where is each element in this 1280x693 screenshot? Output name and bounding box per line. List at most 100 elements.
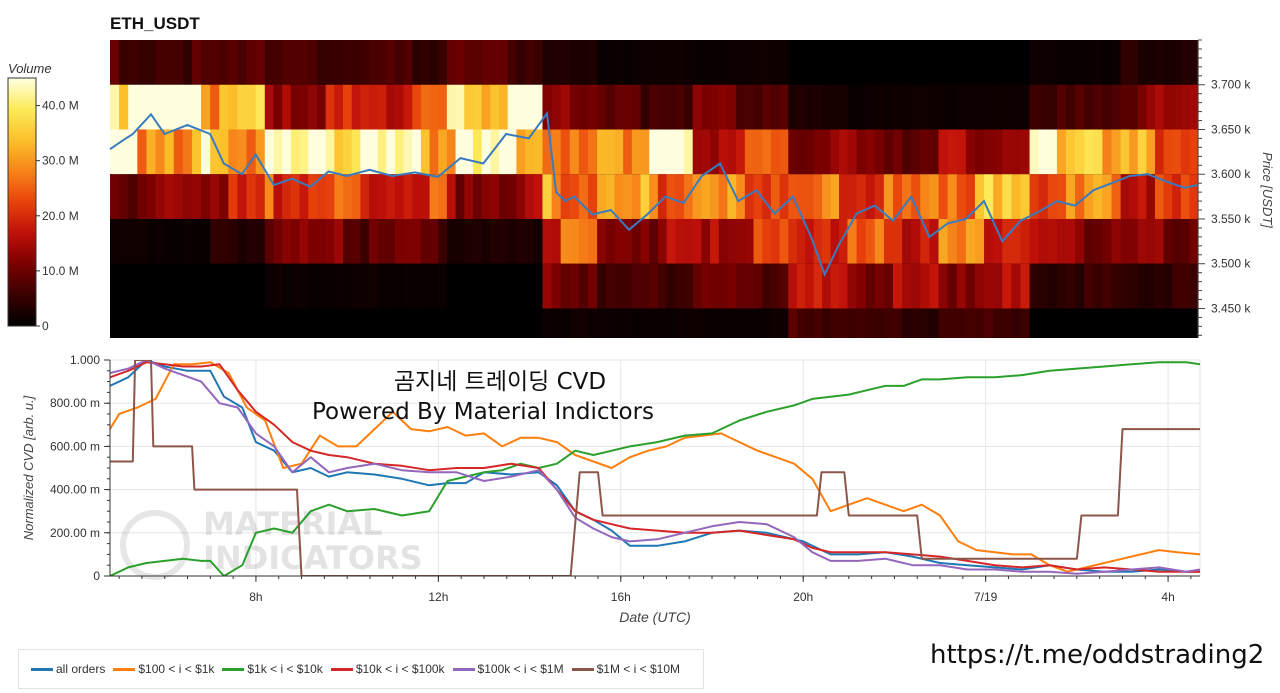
heatmap-cell (947, 218, 958, 264)
heatmap-cell (956, 263, 967, 309)
heatmap-cell (369, 84, 379, 130)
heatmap-cell (155, 84, 166, 130)
heatmap-cell (137, 40, 148, 85)
heatmap-cell (360, 218, 370, 264)
heatmap-cell (219, 40, 229, 85)
heatmap-cell (210, 218, 220, 264)
heatmap-cell (1002, 174, 1012, 219)
heatmap-cell (1189, 218, 1199, 264)
heatmap-cell (507, 218, 517, 264)
legend-item[interactable]: $10k < i < $100k (330, 662, 445, 676)
footer-url[interactable]: https://t.me/oddstrading2 (930, 640, 1265, 670)
legend-swatch (571, 667, 594, 671)
heatmap-cell (623, 129, 633, 175)
heatmap-cell (1180, 174, 1191, 219)
heatmap-cell (472, 218, 483, 264)
heatmap-cell (316, 40, 327, 85)
heatmap-cell (753, 308, 763, 338)
heatmap-cell (1180, 84, 1191, 130)
heatmap-cell (560, 174, 571, 219)
heatmap-cell (1172, 308, 1182, 338)
heatmap-cell (1180, 40, 1191, 85)
heatmap-cell (420, 308, 431, 338)
heatmap-cell (1093, 263, 1104, 309)
heatmap-cell (403, 84, 413, 130)
heatmap-cell (892, 308, 903, 338)
heatmap-cell (516, 40, 526, 85)
heatmap-cell (429, 84, 439, 130)
heatmap-cell (856, 129, 867, 175)
heatmap-cell (605, 308, 616, 338)
heatmap-cell (282, 308, 292, 338)
heatmap-cell (464, 263, 474, 309)
heatmap-cell (394, 263, 405, 309)
legend-item[interactable]: $100 < i < $1k (113, 662, 214, 676)
heatmap-cell (219, 84, 229, 130)
heatmap-cell (587, 174, 598, 219)
heatmap-cell (560, 129, 571, 175)
heatmap-cell (605, 263, 616, 309)
heatmap-cell (1065, 84, 1076, 130)
heatmap-cell (727, 308, 737, 338)
heatmap-cell (1011, 129, 1022, 175)
heatmap-cell (920, 218, 931, 264)
heatmap-cell (481, 218, 491, 264)
heatmap-cell (173, 263, 184, 309)
legend-item[interactable]: $1M < i < $10M (571, 662, 680, 676)
heatmap-cell (360, 84, 370, 130)
heatmap-cell (1137, 308, 1148, 338)
heatmap-cell (403, 40, 413, 85)
heatmap-cell (403, 308, 413, 338)
heatmap-cell (394, 40, 405, 85)
heatmap-cell (605, 218, 616, 264)
heatmap-cell (1029, 218, 1040, 264)
heatmap-cell (110, 263, 120, 309)
heatmap-cell (796, 40, 806, 85)
heatmap-cell (929, 174, 940, 219)
heatmap-cell (856, 40, 867, 85)
heatmap-cell (710, 129, 720, 175)
heatmap-cell (605, 174, 616, 219)
heatmap-cell (1084, 308, 1094, 338)
heatmap-cell (1038, 40, 1049, 85)
heatmap-cell (164, 40, 175, 85)
heatmap-cell (438, 263, 448, 309)
heatmap-cell (614, 218, 624, 264)
heatmap-cell (965, 308, 976, 338)
heatmap-cell (403, 218, 413, 264)
legend-item[interactable]: $1k < i < $10k (222, 662, 323, 676)
heatmap-cell (753, 174, 763, 219)
heatmap-cell (770, 263, 781, 309)
legend-item[interactable]: all orders (31, 662, 105, 676)
heatmap-cell (308, 129, 318, 175)
heatmap-cell (805, 129, 815, 175)
heatmap-cell (883, 174, 894, 219)
heatmap-cell (753, 129, 763, 175)
heatmap-cell (533, 40, 544, 85)
heatmap-cell (1163, 263, 1173, 309)
heatmap-cell (1056, 84, 1067, 130)
watermark-line2: INDICATORS (203, 539, 423, 577)
heatmap-cell (805, 40, 815, 85)
cvd-y-ticks: 0 200.00 m 400.00 m 600.00 m 800.00 m 1.000 (50, 353, 110, 583)
legend-item[interactable]: $100k < i < $1M (452, 662, 564, 676)
heatmap-cell (1038, 308, 1049, 338)
heatmap-cell (947, 308, 958, 338)
heatmap-cell (614, 84, 624, 130)
heatmap-cell (796, 263, 806, 309)
heatmap-cell (201, 40, 211, 85)
heatmap-cell (1002, 40, 1012, 85)
heatmap-cell (560, 218, 571, 264)
heatmap-cell (569, 129, 580, 175)
heatmap-cell (369, 174, 379, 219)
heatmap-cell (560, 40, 571, 85)
heatmap-cell (1137, 129, 1148, 175)
heatmap-cell (173, 308, 184, 338)
heatmap-cell (911, 308, 921, 338)
heatmap-cell (325, 263, 335, 309)
heatmap-cell (1065, 129, 1076, 175)
heatmap-cell (1029, 84, 1040, 130)
heatmap-cell (255, 263, 266, 309)
heatmap-cell (438, 84, 448, 130)
heatmap-cell (902, 129, 912, 175)
